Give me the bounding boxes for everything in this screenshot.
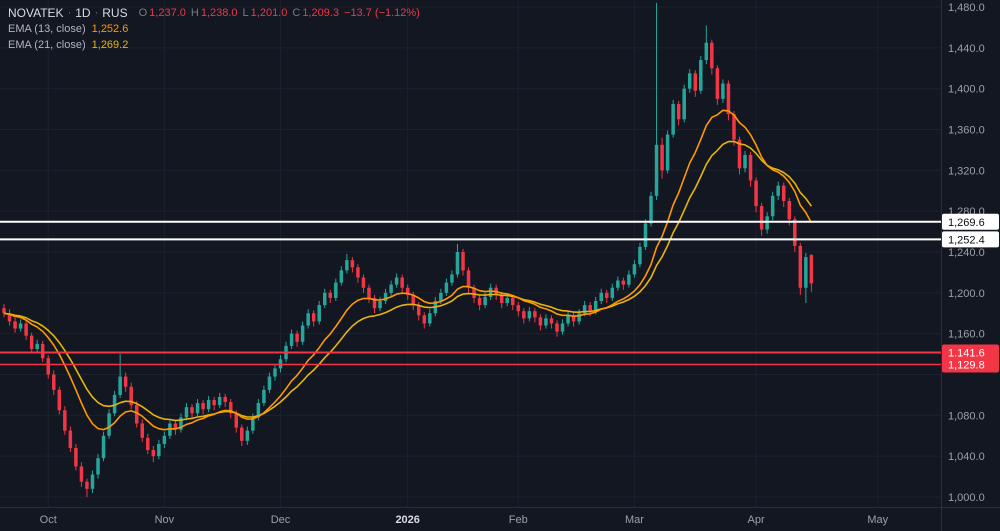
time-axis[interactable]: Oct Nov Dec 2026 Feb Mar Apr May (40, 514, 889, 526)
symbol-name[interactable]: NOVATEK (8, 5, 64, 20)
price-line-badge[interactable] (942, 344, 999, 361)
svg-text:May: May (867, 514, 888, 526)
indicator-value: 1,269.2 (91, 38, 129, 51)
price-line-badge[interactable] (942, 356, 999, 373)
svg-text:Feb: Feb (509, 514, 528, 526)
ohlc-readout: O 1,237.0 H 1,238.0 L 1,201.0 C 1,209.3 … (134, 7, 420, 19)
close-label: C (292, 6, 301, 19)
close-value: 1,209.3 (302, 6, 340, 19)
low-label: L (242, 6, 249, 19)
svg-text:1,080.0: 1,080.0 (948, 410, 985, 422)
svg-text:1,480.0: 1,480.0 (948, 2, 985, 14)
svg-text:1,400.0: 1,400.0 (948, 84, 985, 96)
svg-text:Nov: Nov (155, 514, 175, 526)
ema21-line[interactable] (3, 140, 813, 422)
svg-text:Apr: Apr (748, 514, 765, 526)
svg-text:1,141.6: 1,141.6 (948, 347, 985, 359)
market-label: RUS (102, 5, 128, 20)
indicator-value: 1,252.6 (91, 22, 129, 35)
grid-lines (0, 0, 941, 507)
price-line-badge[interactable] (942, 213, 999, 230)
svg-text:1,320.0: 1,320.0 (948, 165, 985, 177)
legend: NOVATEK · 1D · RUS O 1,237.0 H 1,238.0 L… (8, 5, 420, 52)
low-value: 1,201.0 (250, 6, 288, 19)
svg-text:1,129.8: 1,129.8 (948, 359, 985, 371)
open-value: 1,237.0 (149, 6, 186, 19)
indicator-row-ema13[interactable]: EMA (13, close) 1,252.6 (8, 21, 128, 36)
svg-text:1,252.4: 1,252.4 (948, 234, 985, 246)
price-axis[interactable]: 1,480.01,440.01,400.01,360.01,320.01,280… (942, 2, 999, 504)
svg-text:1,360.0: 1,360.0 (948, 125, 985, 137)
price-lines[interactable] (0, 220, 941, 366)
svg-text:1,000.0: 1,000.0 (948, 492, 985, 504)
svg-text:Mar: Mar (625, 514, 644, 526)
svg-text:Oct: Oct (40, 514, 57, 526)
separator-dot: · (94, 6, 99, 19)
svg-text:1,040.0: 1,040.0 (948, 451, 985, 463)
svg-text:1,440.0: 1,440.0 (948, 43, 985, 55)
separator-dot: · (67, 6, 72, 19)
svg-text:1,160.0: 1,160.0 (948, 329, 985, 341)
high-label: H (190, 6, 199, 19)
high-value: 1,238.0 (200, 6, 238, 19)
interval-label[interactable]: 1D (75, 5, 91, 20)
svg-text:2026: 2026 (395, 514, 419, 526)
svg-text:1,200.0: 1,200.0 (948, 288, 985, 300)
open-label: O (138, 6, 148, 19)
svg-text:Dec: Dec (271, 514, 291, 526)
svg-text:1,269.6: 1,269.6 (948, 217, 985, 229)
symbol-row[interactable]: NOVATEK · 1D · RUS O 1,237.0 H 1,238.0 L… (8, 5, 420, 20)
ema13-line[interactable] (3, 109, 813, 431)
change-value: −13.7 (−1.12%) (344, 6, 420, 19)
indicator-row-ema21[interactable]: EMA (21, close) 1,269.2 (8, 37, 128, 52)
price-line-badge[interactable] (942, 231, 999, 248)
indicator-label: EMA (21, close) (8, 38, 86, 51)
indicator-label: EMA (13, close) (8, 22, 86, 35)
svg-text:1,240.0: 1,240.0 (948, 247, 985, 259)
